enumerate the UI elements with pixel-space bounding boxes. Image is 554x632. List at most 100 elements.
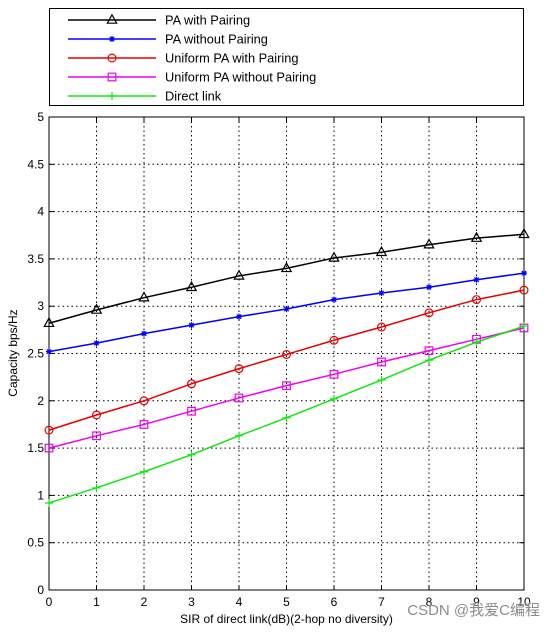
- y-tick-label: 4: [37, 205, 44, 219]
- legend-label-direct-link: Direct link: [165, 89, 222, 104]
- marker-direct-link-3: [187, 450, 196, 459]
- marker-pa-without-pairing-0: [46, 348, 52, 355]
- marker-uniform-pa-with-pairing-3: [187, 379, 197, 389]
- legend-box: [49, 8, 524, 106]
- marker-uniform-pa-with-pairing-1: [91, 410, 101, 420]
- y-tick-label: 5: [37, 110, 44, 124]
- marker-pa-with-pairing-10: [518, 227, 530, 239]
- marker-uniform-pa-with-pairing-2: [139, 396, 149, 406]
- legend-marker-pa-with-pairing: [106, 13, 118, 24]
- legend-marker-direct-link: [108, 92, 116, 100]
- marker-direct-link-2: [140, 467, 148, 476]
- marker-pa-with-pairing-8: [423, 238, 435, 249]
- x-axis-label: SIR of direct link(dB)(2-hop no diversit…: [180, 612, 393, 626]
- marker-pa-without-pairing-4: [236, 313, 242, 320]
- plot-series: [43, 227, 530, 507]
- series-line-uniform-pa-without-pairing: [48, 327, 525, 449]
- marker-uniform-pa-without-pairing-7: [377, 357, 386, 367]
- marker-direct-link-10: [520, 322, 528, 331]
- x-tick-label: 0: [46, 595, 53, 609]
- marker-pa-with-pairing-7: [375, 245, 388, 257]
- tick-marks: [48, 116, 525, 591]
- marker-uniform-pa-with-pairing-6: [329, 335, 339, 345]
- marker-pa-with-pairing-9: [470, 231, 483, 242]
- x-tick-label: 1: [93, 595, 100, 609]
- marker-uniform-pa-with-pairing-4: [234, 364, 244, 374]
- y-tick-label: 4.5: [27, 157, 44, 171]
- legend-item-pa-with-pairing: PA with Pairing: [68, 13, 250, 28]
- x-tick-label: 4: [236, 595, 243, 609]
- marker-uniform-pa-with-pairing-9: [472, 295, 482, 305]
- marker-uniform-pa-with-pairing-10: [519, 285, 529, 295]
- legend-marker-uniform-pa-with-pairing: [107, 53, 117, 63]
- watermark: CSDN @我爱C编程: [407, 602, 540, 619]
- marker-uniform-pa-with-pairing-0: [44, 425, 54, 435]
- series-line-pa-with-pairing: [48, 233, 525, 324]
- y-axis-label: Capacity bps/Hz: [6, 309, 20, 396]
- marker-direct-link-0: [45, 498, 53, 507]
- marker-uniform-pa-without-pairing-5: [282, 381, 291, 391]
- x-tick-labels: 0 1 2 3 4 5 6 7 8 9 10: [46, 595, 531, 609]
- series-uniform-pa-with-pairing: [44, 285, 529, 435]
- marker-pa-without-pairing-5: [283, 306, 290, 313]
- marker-direct-link-6: [330, 394, 338, 403]
- legend-item-uniform-pa-with-pairing: Uniform PA with Pairing: [68, 51, 298, 66]
- marker-uniform-pa-with-pairing-5: [282, 349, 292, 359]
- marker-pa-with-pairing-0: [43, 316, 55, 328]
- legend-marker-uniform-pa-without-pairing: [107, 72, 117, 82]
- grid: [49, 117, 524, 590]
- marker-direct-link-9: [472, 338, 481, 347]
- y-tick-label: 3: [37, 299, 44, 313]
- marker-uniform-pa-without-pairing-6: [329, 369, 339, 379]
- x-tick-label: 8: [426, 595, 433, 609]
- marker-pa-with-pairing-1: [90, 303, 103, 314]
- marker-uniform-pa-with-pairing-7: [377, 322, 387, 332]
- y-tick-label: 2: [37, 394, 44, 408]
- marker-pa-without-pairing-1: [93, 340, 100, 347]
- legend-marker-pa-without-pairing: [109, 36, 115, 42]
- marker-pa-without-pairing-10: [521, 270, 527, 277]
- x-tick-label: 10: [517, 595, 531, 609]
- y-tick-labels: 0 0.5 1 1.5 2 2.5 3 3.5 4 4.5 5: [27, 110, 44, 597]
- marker-pa-without-pairing-8: [426, 284, 432, 291]
- marker-uniform-pa-without-pairing-4: [234, 393, 244, 403]
- marker-direct-link-5: [282, 413, 291, 422]
- marker-direct-link-1: [92, 483, 101, 492]
- marker-direct-link-7: [377, 375, 386, 384]
- marker-uniform-pa-without-pairing-3: [187, 406, 196, 416]
- x-tick-label: 5: [283, 595, 290, 609]
- y-tick-label: 0: [37, 583, 44, 597]
- x-tick-label: 9: [473, 595, 480, 609]
- axes: 0 1 2 3 4 5 6 7 8 9 10 0 0.5 1 1.5 2 2.5 3 3.5 4 4.5 5: [27, 110, 531, 609]
- legend-item-pa-without-pairing: PA without Pairing: [68, 32, 268, 47]
- series-pa-without-pairing: [46, 270, 527, 355]
- y-tick-label: 0.5: [27, 536, 44, 550]
- x-tick-label: 6: [331, 595, 338, 609]
- marker-pa-without-pairing-3: [188, 322, 195, 329]
- series-direct-link: [45, 322, 528, 507]
- marker-uniform-pa-without-pairing-0: [44, 443, 54, 453]
- x-tick-label: 2: [141, 595, 148, 609]
- series-pa-with-pairing: [43, 227, 530, 328]
- marker-pa-with-pairing-5: [280, 261, 293, 273]
- marker-uniform-pa-with-pairing-8: [424, 308, 434, 318]
- marker-pa-without-pairing-9: [473, 276, 480, 283]
- marker-direct-link-8: [425, 356, 433, 365]
- y-tick-label: 1: [37, 488, 44, 502]
- marker-uniform-pa-without-pairing-8: [424, 346, 434, 356]
- marker-pa-with-pairing-2: [138, 291, 150, 302]
- legend-label-pa-without-pairing: PA without Pairing: [165, 32, 268, 47]
- series-line-uniform-pa-with-pairing: [48, 289, 525, 431]
- y-tick-label: 3.5: [27, 252, 44, 266]
- y-tick-label: 2.5: [27, 347, 44, 361]
- legend-item-uniform-pa-without-pairing: Uniform PA without Pairing: [68, 70, 316, 85]
- marker-uniform-pa-without-pairing-1: [92, 431, 101, 441]
- marker-pa-with-pairing-6: [328, 251, 340, 262]
- legend-item-direct-link: Direct link: [68, 89, 222, 104]
- legend-label-pa-with-pairing: PA with Pairing: [165, 13, 250, 28]
- axes-box: [48, 116, 525, 591]
- marker-pa-with-pairing-3: [185, 280, 198, 292]
- marker-pa-without-pairing-7: [378, 289, 385, 296]
